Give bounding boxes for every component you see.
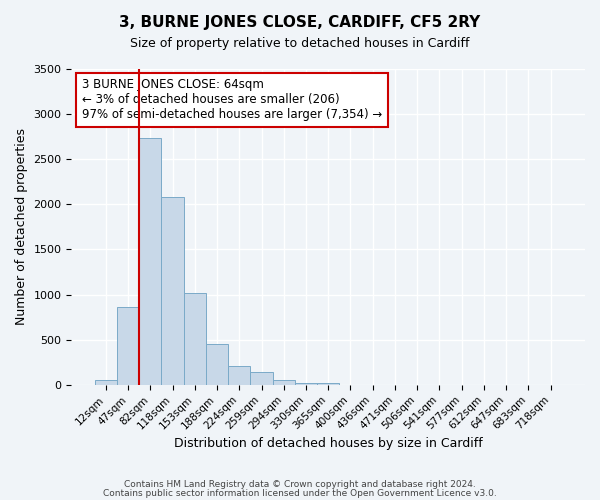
Text: Contains public sector information licensed under the Open Government Licence v3: Contains public sector information licen… <box>103 488 497 498</box>
Y-axis label: Number of detached properties: Number of detached properties <box>15 128 28 326</box>
Bar <box>161 197 184 385</box>
Bar <box>184 293 206 385</box>
Text: Size of property relative to detached houses in Cardiff: Size of property relative to detached ho… <box>130 38 470 51</box>
Bar <box>117 308 139 385</box>
Text: 3, BURNE JONES CLOSE, CARDIFF, CF5 2RY: 3, BURNE JONES CLOSE, CARDIFF, CF5 2RY <box>119 15 481 30</box>
Bar <box>139 138 161 385</box>
Bar <box>95 380 117 385</box>
Bar <box>272 380 295 385</box>
Bar <box>317 383 340 385</box>
Text: Contains HM Land Registry data © Crown copyright and database right 2024.: Contains HM Land Registry data © Crown c… <box>124 480 476 489</box>
Text: 3 BURNE JONES CLOSE: 64sqm
← 3% of detached houses are smaller (206)
97% of semi: 3 BURNE JONES CLOSE: 64sqm ← 3% of detac… <box>82 78 382 122</box>
Bar <box>250 372 272 385</box>
Bar <box>295 382 317 385</box>
Bar <box>228 366 250 385</box>
X-axis label: Distribution of detached houses by size in Cardiff: Distribution of detached houses by size … <box>174 437 482 450</box>
Bar <box>206 344 228 385</box>
